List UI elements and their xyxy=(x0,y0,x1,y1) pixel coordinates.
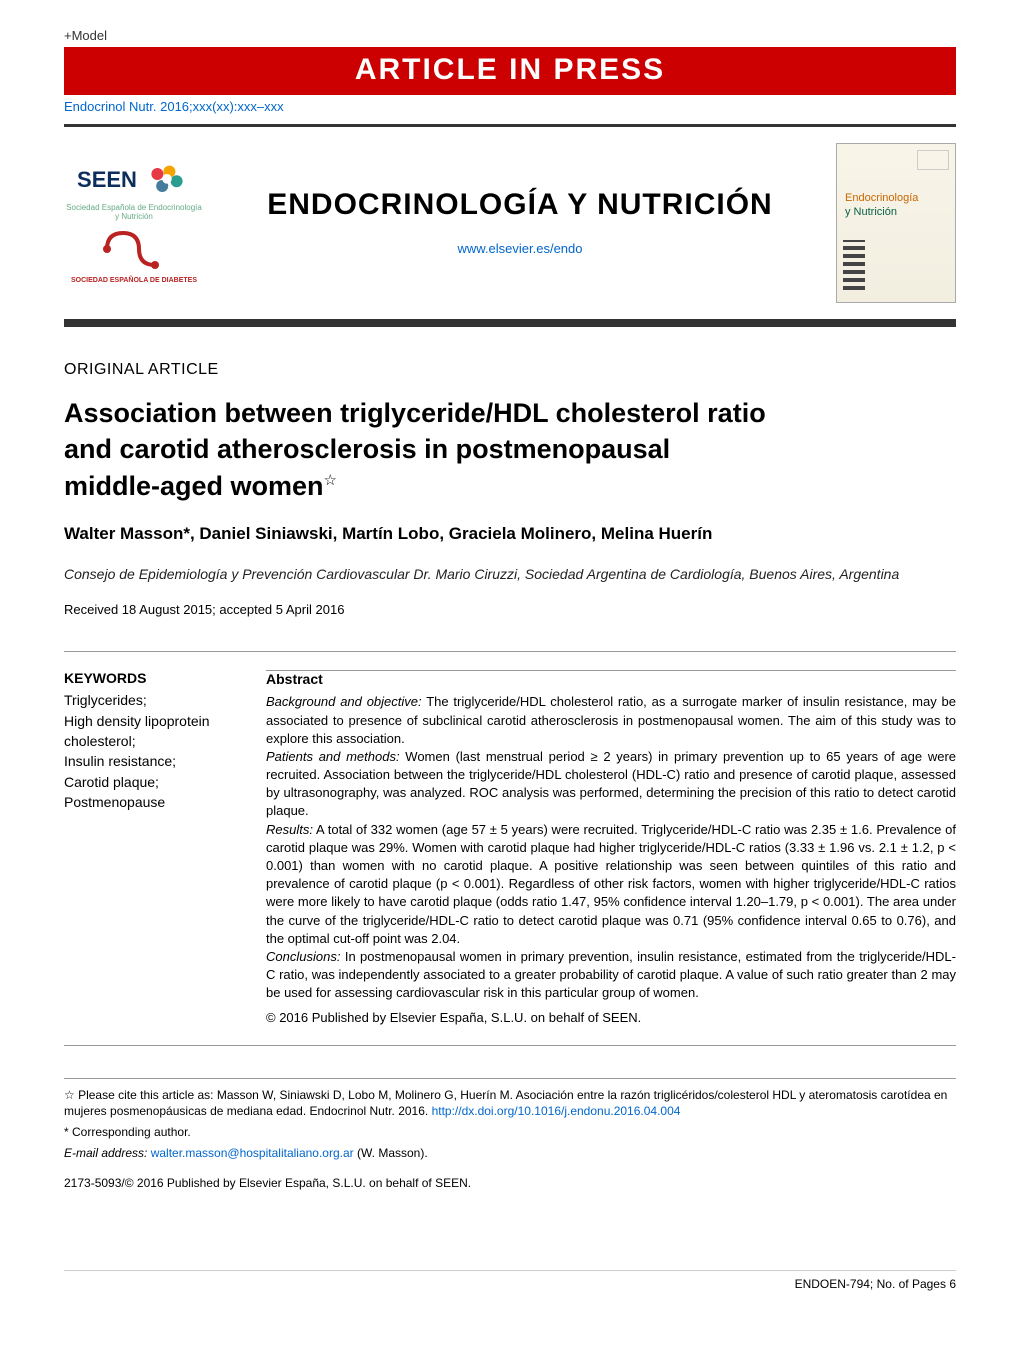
keywords-list: Triglycerides; High density lipoprotein … xyxy=(64,690,234,812)
footnote-email-after: (W. Masson). xyxy=(354,1146,428,1160)
authors-line: Walter Masson*, Daniel Siniawski, Martín… xyxy=(64,524,956,544)
journal-reference-line: Endocrinol Nutr. 2016;xxx(xx):xxx–xxx xyxy=(64,99,956,114)
title-footnote-star: ☆ xyxy=(324,472,337,489)
footnote-corresponding: * Corresponding author. xyxy=(64,1124,956,1141)
top-bar: +Model xyxy=(64,28,956,43)
seen-acronym: SEEN xyxy=(77,167,137,193)
abstract-methods: Patients and methods: Women (last menstr… xyxy=(266,748,956,821)
article-title-line-2: and carotid atherosclerosis in postmenop… xyxy=(64,434,670,464)
abstract-results-text: A total of 332 women (age 57 ± 5 years) … xyxy=(266,822,956,946)
date-line: Received 18 August 2015; accepted 5 Apri… xyxy=(64,602,956,617)
cover-title-1: Endocrinología xyxy=(845,192,918,204)
footnotes-block: ☆ Please cite this article as: Masson W,… xyxy=(64,1078,956,1162)
journal-cover-thumbnail: Endocrinología y Nutrición xyxy=(836,143,956,303)
seen-flower-icon xyxy=(143,162,191,198)
abstract-results-label: Results: xyxy=(266,822,313,837)
abstract-results: Results: A total of 332 women (age 57 ± … xyxy=(266,821,956,948)
footnote-cite-as: ☆ Please cite this article as: Masson W,… xyxy=(64,1087,956,1121)
abstract-conclusions-label: Conclusions: xyxy=(266,949,340,964)
abstract-conclusions: Conclusions: In postmenopausal women in … xyxy=(266,948,956,1003)
journal-url-link[interactable]: www.elsevier.es/endo xyxy=(457,241,582,256)
footnote-email-label: E-mail address: xyxy=(64,1146,151,1160)
journal-title: ENDOCRINOLOGÍA Y NUTRICIÓN xyxy=(204,188,836,222)
abstract-conclusions-text: In postmenopausal women in primary preve… xyxy=(266,949,956,1000)
article-in-press-banner: ARTICLE IN PRESS xyxy=(64,47,956,95)
abstract-heading: Abstract xyxy=(266,671,956,687)
cover-title-2: y Nutrición xyxy=(845,206,897,218)
keywords-abstract-block: KEYWORDS Triglycerides; High density lip… xyxy=(64,651,956,1045)
bottom-bar: ENDOEN-794; No. of Pages 6 xyxy=(64,1270,956,1291)
footnote-email: E-mail address: walter.masson@hospitalit… xyxy=(64,1145,956,1162)
journal-reference-link[interactable]: Endocrinol Nutr. 2016;xxx(xx):xxx–xxx xyxy=(64,99,284,114)
cover-stamp-icon xyxy=(917,150,949,170)
abstract-column: Abstract Background and objective: The t… xyxy=(266,670,956,1026)
article-title-line-3: middle-aged women xyxy=(64,471,324,501)
model-tag: +Model xyxy=(64,28,107,43)
doc-id: ENDOEN-794; No. of Pages 6 xyxy=(795,1277,956,1291)
keywords-heading: KEYWORDS xyxy=(64,670,234,686)
seen-fullname: Sociedad Española de Endocrinología y Nu… xyxy=(64,204,204,222)
cover-bars-icon xyxy=(843,240,865,290)
abstract-background-label: Background and objective: xyxy=(266,694,422,709)
doi-link[interactable]: http://dx.doi.org/10.1016/j.endonu.2016.… xyxy=(432,1104,681,1118)
page-copyright: 2173-5093/© 2016 Published by Elsevier E… xyxy=(64,1176,956,1190)
society-logos: SEEN Sociedad Española de Endocrinología… xyxy=(64,162,204,285)
article-type-label: ORIGINAL ARTICLE xyxy=(64,361,956,379)
keywords-column: KEYWORDS Triglycerides; High density lip… xyxy=(64,670,234,1026)
masthead: SEEN Sociedad Española de Endocrinología… xyxy=(64,124,956,327)
affiliation: Consejo de Epidemiología y Prevención Ca… xyxy=(64,566,956,582)
abstract-copyright: © 2016 Published by Elsevier España, S.L… xyxy=(266,1009,956,1027)
article-title: Association between triglyceride/HDL cho… xyxy=(64,395,956,504)
author-email-link[interactable]: walter.masson@hospitalitaliano.org.ar xyxy=(151,1146,354,1160)
sed-logo-icon xyxy=(99,227,169,271)
abstract-background: Background and objective: The triglyceri… xyxy=(266,693,956,748)
sed-label: SOCIEDAD ESPAÑOLA DE DIABETES xyxy=(71,277,197,284)
article-title-line-1: Association between triglyceride/HDL cho… xyxy=(64,398,766,428)
abstract-methods-label: Patients and methods: xyxy=(266,749,400,764)
